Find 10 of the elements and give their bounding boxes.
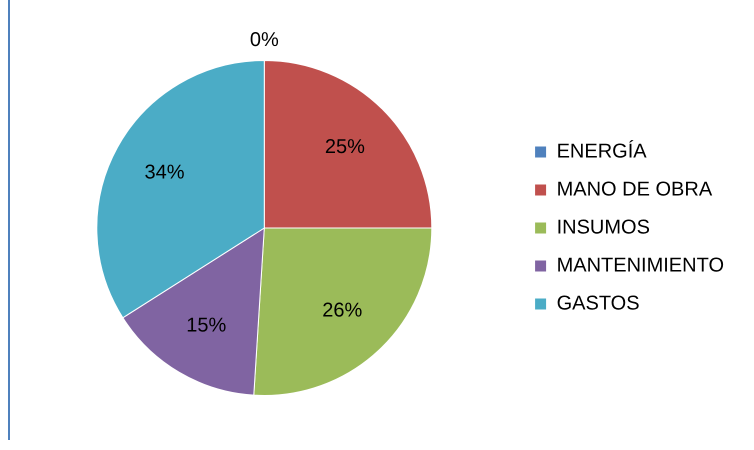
legend-label: MANO DE OBRA	[556, 178, 713, 201]
legend-label: MANTENIMIENTO	[556, 254, 724, 277]
data-label: 26%	[322, 300, 362, 322]
data-label: 15%	[186, 314, 227, 337]
legend-label: ENERGÍA	[556, 140, 648, 163]
data-label: 34%	[144, 162, 185, 184]
data-label: 25%	[324, 136, 366, 158]
text: 0%	[250, 29, 279, 52]
legend-label: INSUMOS	[556, 216, 650, 239]
legend-label: GASTOS	[556, 292, 640, 315]
